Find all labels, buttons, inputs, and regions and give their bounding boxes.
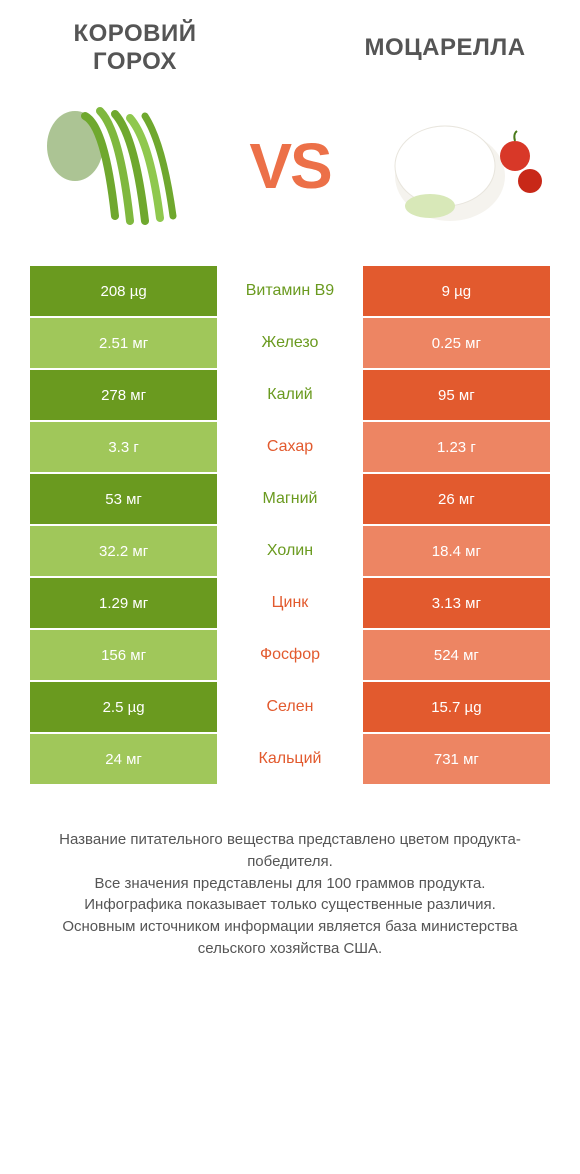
nutrient-label: Калий [217, 370, 363, 420]
nutrient-label: Витамин B9 [217, 266, 363, 316]
nutrient-label: Фосфор [217, 630, 363, 680]
left-value: 3.3 г [30, 422, 217, 472]
nutrient-label: Сахар [217, 422, 363, 472]
right-value: 0.25 мг [363, 318, 550, 368]
footer-text: Название питательного вещества представл… [30, 829, 550, 960]
left-value: 1.29 мг [30, 578, 217, 628]
right-value: 524 мг [363, 630, 550, 680]
footer-line-3: Инфографика показывает только существенн… [84, 896, 496, 913]
nutrient-label: Магний [217, 474, 363, 524]
left-value: 156 мг [30, 630, 217, 680]
comparison-table: 208 µgВитамин B99 µg2.51 мгЖелезо0.25 мг… [30, 266, 550, 784]
nutrient-label: Селен [217, 682, 363, 732]
right-value: 18.4 мг [363, 526, 550, 576]
right-value: 26 мг [363, 474, 550, 524]
left-food-image [30, 91, 210, 241]
nutrient-label: Железо [217, 318, 363, 368]
left-value: 2.51 мг [30, 318, 217, 368]
left-value: 2.5 µg [30, 682, 217, 732]
footer-line-1: Название питательного вещества представл… [59, 831, 521, 870]
right-food-image [370, 91, 550, 241]
table-row: 3.3 гСахар1.23 г [30, 422, 550, 472]
right-value: 3.13 мг [363, 578, 550, 628]
right-value: 95 мг [363, 370, 550, 420]
table-row: 278 мгКалий95 мг [30, 370, 550, 420]
vs-label: VS [249, 129, 330, 203]
right-value: 15.7 µg [363, 682, 550, 732]
footer-line-4: Основным источником информации является … [62, 918, 517, 957]
right-food-title: Моцарелла [340, 34, 550, 62]
table-row: 1.29 мгЦинк3.13 мг [30, 578, 550, 628]
right-value: 731 мг [363, 734, 550, 784]
nutrient-label: Цинк [217, 578, 363, 628]
table-row: 2.5 µgСелен15.7 µg [30, 682, 550, 732]
left-value: 32.2 мг [30, 526, 217, 576]
table-row: 53 мгМагний26 мг [30, 474, 550, 524]
nutrient-label: Кальций [217, 734, 363, 784]
images-row: VS [30, 91, 550, 241]
footer-line-2: Все значения представлены для 100 граммо… [95, 875, 486, 892]
right-value: 9 µg [363, 266, 550, 316]
left-value: 53 мг [30, 474, 217, 524]
nutrient-label: Холин [217, 526, 363, 576]
table-row: 156 мгФосфор524 мг [30, 630, 550, 680]
table-row: 208 µgВитамин B99 µg [30, 266, 550, 316]
table-row: 32.2 мгХолин18.4 мг [30, 526, 550, 576]
right-value: 1.23 г [363, 422, 550, 472]
table-row: 2.51 мгЖелезо0.25 мг [30, 318, 550, 368]
left-food-title: Коровий горох [30, 20, 240, 76]
table-row: 24 мгКальций731 мг [30, 734, 550, 784]
header-titles: Коровий горох Моцарелла [30, 20, 550, 76]
left-value: 278 мг [30, 370, 217, 420]
left-value: 208 µg [30, 266, 217, 316]
left-value: 24 мг [30, 734, 217, 784]
